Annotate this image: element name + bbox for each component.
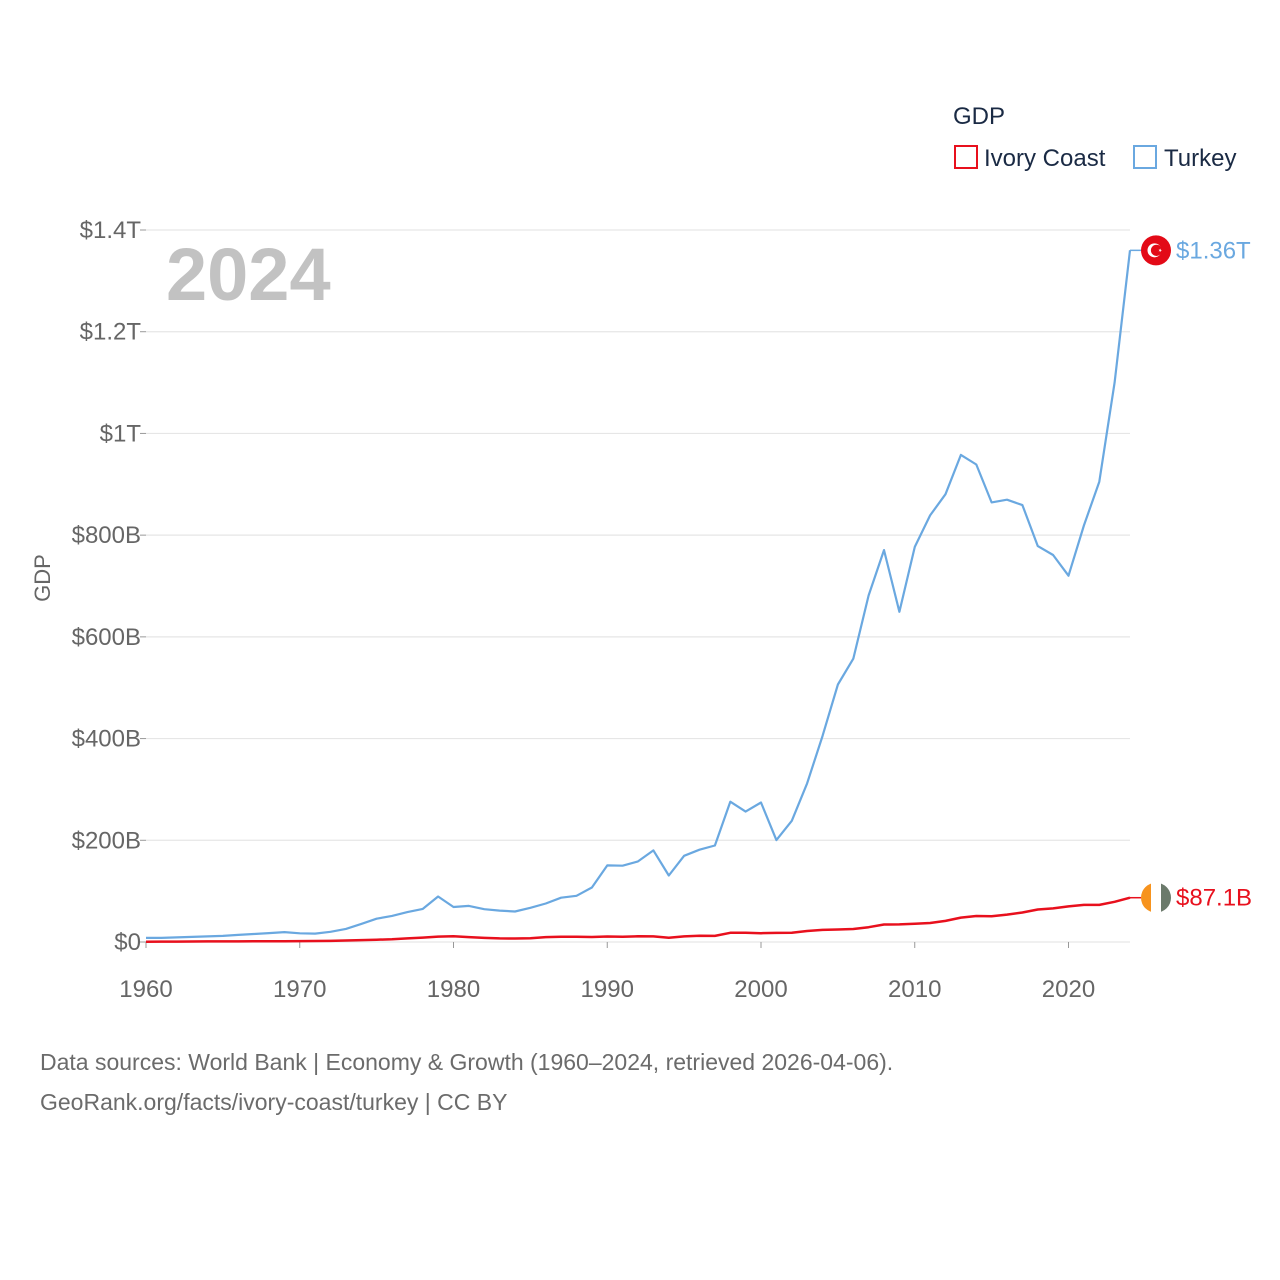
- grid-lines: [140, 229, 1130, 943]
- y-axis-ticks: $0 $200B $400B $600B $800B $1T $1.2T $1.4T: [72, 217, 142, 956]
- x-tick-label: 1980: [427, 976, 480, 1003]
- legend-swatch-ivory-coast: [954, 145, 978, 169]
- x-tick-label: 1970: [273, 976, 326, 1003]
- y-axis-title: GDP: [30, 554, 55, 602]
- x-axis-ticks: 1960 1970 1980 1990 2000 2010 2020: [119, 942, 1095, 1003]
- x-tick-label: 2010: [888, 976, 941, 1003]
- source-footer: Data sources: World Bank | Economy & Gro…: [40, 1042, 893, 1122]
- series-lines: [145, 249, 1141, 943]
- series-line-ivory-coast[interactable]: [145, 896, 1131, 943]
- source-line: Data sources: World Bank | Economy & Gro…: [40, 1049, 894, 1075]
- end-label-ivory-coast: $87.1B: [1176, 885, 1252, 912]
- ivory-coast-flag-icon: [1141, 882, 1171, 913]
- attribution-line[interactable]: GeoRank.org/facts/ivory-coast/turkey | C…: [40, 1089, 508, 1115]
- x-tick-label: 1960: [119, 976, 172, 1003]
- legend-item-ivory-coast[interactable]: Ivory Coast: [954, 145, 1106, 172]
- legend-title: GDP: [953, 103, 1005, 130]
- y-tick-label: $1.2T: [80, 319, 142, 346]
- y-tick-label: $1.4T: [80, 217, 142, 244]
- end-marker-ivory-coast: $87.1B: [1141, 882, 1252, 913]
- x-tick-label: 1990: [581, 976, 634, 1003]
- legend-label-turkey: Turkey: [1164, 145, 1236, 172]
- legend-item-turkey[interactable]: Turkey: [1133, 145, 1236, 172]
- end-marker-turkey: $1.36T: [1141, 235, 1251, 266]
- series-line-turkey[interactable]: [146, 250, 1132, 940]
- y-tick-label: $200B: [72, 827, 141, 854]
- legend-swatch-turkey: [1133, 145, 1157, 169]
- legend: GDP Ivory Coast Turkey: [953, 103, 1236, 172]
- legend-label-ivory-coast: Ivory Coast: [984, 145, 1106, 172]
- y-tick-label: $0: [114, 929, 141, 956]
- y-tick-label: $400B: [72, 726, 141, 753]
- y-tick-label: $600B: [72, 624, 141, 651]
- x-tick-label: 2020: [1042, 976, 1095, 1003]
- x-tick-label: 2000: [734, 976, 787, 1003]
- year-watermark: 2024: [166, 233, 331, 316]
- turkey-flag-icon: [1141, 235, 1171, 266]
- end-label-turkey: $1.36T: [1176, 237, 1251, 264]
- y-tick-label: $1T: [100, 420, 142, 447]
- y-tick-label: $800B: [72, 522, 141, 549]
